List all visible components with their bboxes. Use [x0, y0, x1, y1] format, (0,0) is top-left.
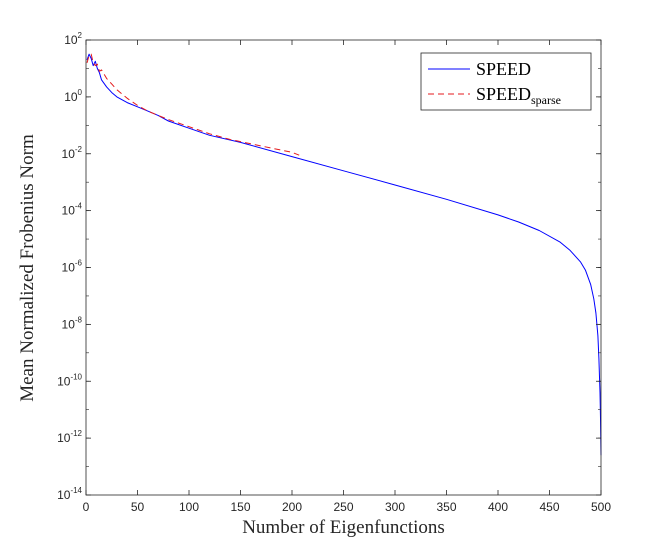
- x-tick-label: 500: [591, 500, 611, 514]
- y-tick-label: 10-10: [57, 372, 82, 388]
- x-tick-label: 150: [230, 500, 250, 514]
- x-tick-label: 250: [333, 500, 353, 514]
- y-axis-label: Mean Normalized Frobenius Norm: [17, 134, 38, 402]
- legend-label-speed-sparse: SPEEDsparse: [476, 84, 561, 107]
- y-tick-label: 10-14: [57, 486, 82, 502]
- x-tick-label: 200: [282, 500, 302, 514]
- x-ticks: 0 50 100 150 200 250 300 350 400 450 500: [83, 40, 611, 514]
- y-tick-label: 10-8: [62, 315, 83, 331]
- x-tick-label: 300: [385, 500, 405, 514]
- y-tick-label: 10-6: [62, 259, 83, 275]
- legend-label-speed-sparse-sub: sparse: [531, 93, 561, 107]
- y-ticks: 102 100 10-2 10-4 10-6 10-8 10-10 10-12 10-14: [57, 31, 601, 502]
- legend-label-speed: SPEED: [476, 59, 531, 79]
- x-tick-label: 350: [436, 500, 456, 514]
- plot-area: [86, 40, 601, 495]
- y-tick-label: 100: [64, 88, 82, 104]
- x-tick-label: 50: [131, 500, 145, 514]
- y-tick-label: 102: [64, 31, 82, 47]
- legend-box: [420, 52, 592, 111]
- series-line-speed-sparse: [86, 53, 300, 156]
- series-line-speed: [86, 53, 602, 456]
- x-tick-label: 450: [539, 500, 559, 514]
- legend-label-speed-sparse-main: SPEED: [476, 84, 531, 104]
- legend: SPEED SPEEDsparse: [420, 52, 592, 111]
- x-tick-label: 400: [488, 500, 508, 514]
- x-tick-label: 100: [179, 500, 199, 514]
- y-tick-label: 10-12: [57, 429, 82, 445]
- x-axis-label: Number of Eigenfunctions: [242, 517, 445, 538]
- y-tick-label: 10-2: [62, 145, 83, 161]
- x-tick-label: 0: [83, 500, 90, 514]
- y-tick-label: 10-4: [62, 202, 83, 218]
- series-layer: [86, 53, 602, 456]
